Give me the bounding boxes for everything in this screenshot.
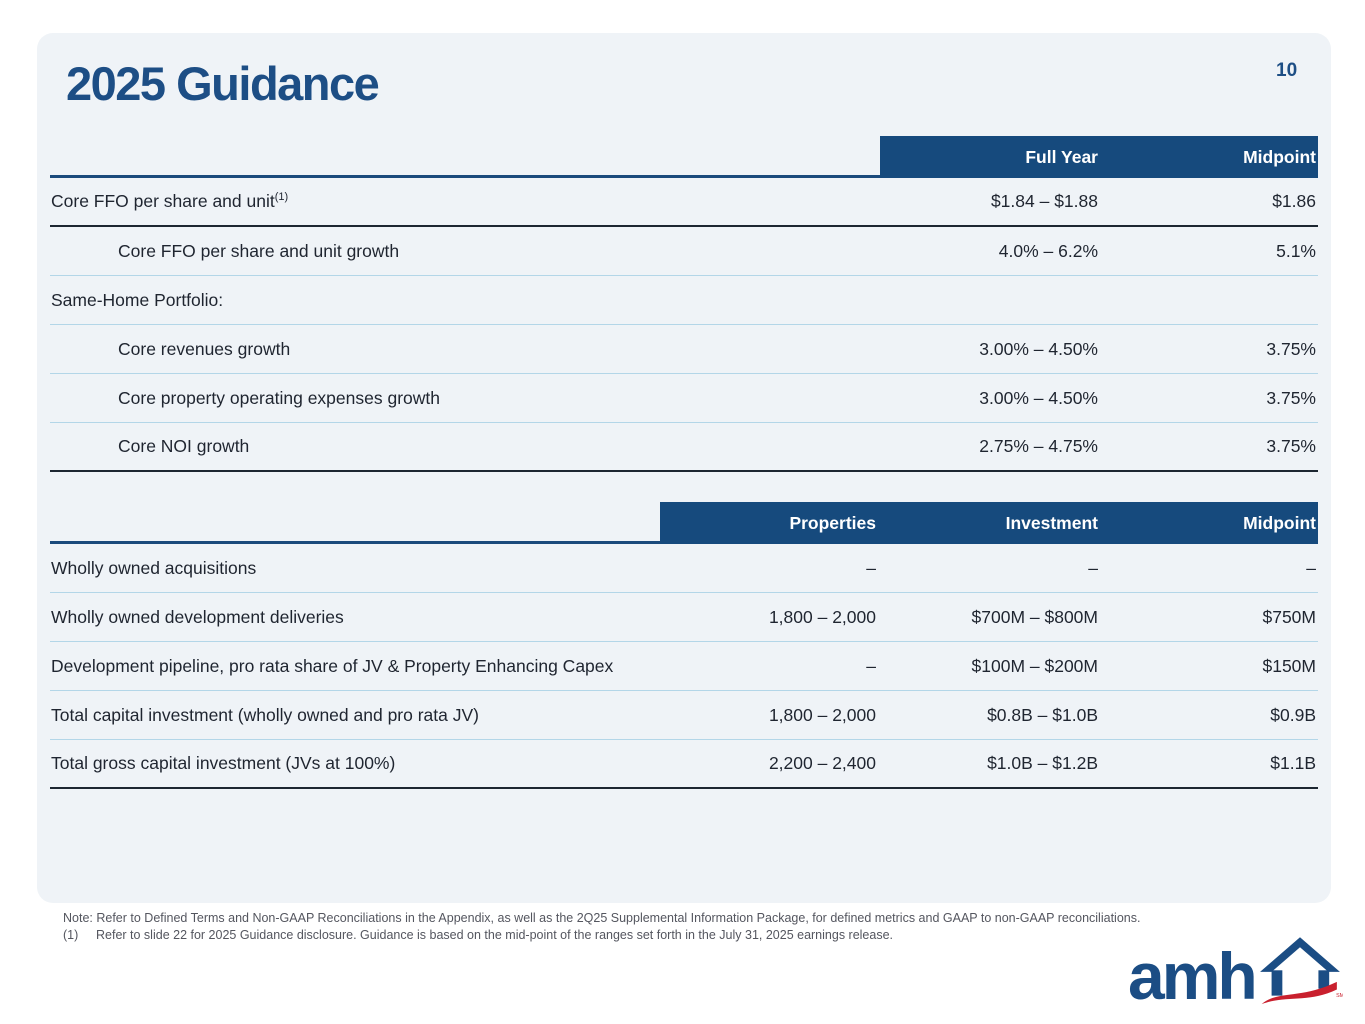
footnote-text: Refer to slide 22 for 2025 Guidance disc… — [96, 928, 894, 942]
midpoint-value: $1.1B — [1270, 753, 1316, 773]
table2-header-investment: Investment — [1005, 512, 1098, 533]
footnote-ref: (1) — [274, 191, 289, 204]
page-title: 2025 Guidance — [66, 57, 380, 110]
amh-logo: amh SM — [1128, 928, 1343, 1014]
footnotes: Note: Refer to Defined Terms and Non-GAA… — [63, 910, 1273, 944]
row-label: Wholly owned development deliveries — [51, 606, 344, 627]
row-label: Same-Home Portfolio: — [51, 289, 224, 310]
properties-value: 1,800 – 2,000 — [768, 606, 876, 627]
table1-header-spacer — [50, 136, 880, 178]
investment-value: $700M – $800M — [971, 606, 1098, 627]
table-row: Total gross capital investment (JVs at 1… — [50, 740, 1318, 789]
investment-value: $1.0B – $1.2B — [987, 753, 1098, 773]
row-label-text: Core FFO per share and unit — [51, 191, 275, 211]
table-row: Same-Home Portfolio: — [50, 276, 1318, 325]
full-year-value: 3.00% – 4.50% — [979, 387, 1098, 408]
row-label: Core property operating expenses growth — [118, 387, 440, 408]
row-label: Development pipeline, pro rata share of … — [51, 655, 614, 676]
slide-number: 10 — [1276, 60, 1298, 81]
amh-house-icon: SM — [1259, 937, 1343, 1005]
row-label: Core FFO per share and unit(1) — [50, 191, 880, 212]
amh-logo-text: amh — [1128, 939, 1258, 1014]
properties-value: – — [866, 655, 876, 676]
row-label: Total capital investment (wholly owned a… — [51, 704, 479, 725]
table-row: Wholly owned development deliveries 1,80… — [50, 593, 1318, 642]
midpoint-value: – — [1306, 557, 1316, 578]
properties-value: 1,800 – 2,000 — [768, 704, 876, 725]
table1-header-bluebox: Full Year Midpoint — [880, 136, 1318, 178]
row-label: Core revenues growth — [118, 338, 291, 359]
guidance-table-core-ffo: Full Year Midpoint Core FFO per share an… — [50, 136, 1318, 472]
investment-value: $0.8B – $1.0B — [987, 704, 1098, 725]
note-line: Note: Refer to Defined Terms and Non-GAA… — [63, 911, 1141, 925]
midpoint-value: 3.75% — [1266, 436, 1316, 456]
full-year-value: 4.0% – 6.2% — [998, 240, 1098, 261]
table2-header-spacer — [50, 502, 660, 544]
table2-header-row: Properties Investment Midpoint — [50, 502, 1318, 544]
row-label: Wholly owned acquisitions — [51, 557, 257, 578]
table-row: Core revenues growth 3.00% – 4.50% 3.75% — [50, 325, 1318, 374]
full-year-value: 2.75% – 4.75% — [979, 436, 1098, 456]
midpoint-value: 3.75% — [1266, 387, 1316, 408]
table-row: Development pipeline, pro rata share of … — [50, 642, 1318, 691]
midpoint-value: $0.9B — [1270, 704, 1316, 725]
table-row: Core property operating expenses growth … — [50, 374, 1318, 423]
table1-header-row: Full Year Midpoint — [50, 136, 1318, 178]
table1-header-midpoint: Midpoint — [1243, 146, 1316, 167]
table1-header-full-year: Full Year — [1025, 146, 1098, 167]
table2-header-properties: Properties — [789, 512, 876, 533]
table2-header-bluebox: Properties Investment Midpoint — [660, 502, 1318, 544]
midpoint-value: $150M — [1262, 655, 1316, 676]
sm-mark: SM — [1336, 993, 1343, 999]
table-row: Core FFO per share and unit(1) $1.84 – $… — [50, 178, 1318, 227]
row-label: Total gross capital investment (JVs at 1… — [51, 753, 396, 773]
investment-value: $100M – $200M — [971, 655, 1098, 676]
properties-value: – — [866, 557, 876, 578]
guidance-table-investment: Properties Investment Midpoint Wholly ow… — [50, 502, 1318, 789]
slide-content-panel — [37, 33, 1331, 903]
midpoint-value: 3.75% — [1266, 338, 1316, 359]
midpoint-value: $750M — [1262, 606, 1316, 627]
table-row: Wholly owned acquisitions – – – — [50, 544, 1318, 593]
table-row: Core FFO per share and unit growth 4.0% … — [50, 227, 1318, 276]
midpoint-value: $1.86 — [1272, 191, 1316, 211]
midpoint-value: 5.1% — [1276, 240, 1316, 261]
table-row: Core NOI growth 2.75% – 4.75% 3.75% — [50, 423, 1318, 472]
footnote-line: (1) Refer to slide 22 for 2025 Guidance … — [63, 927, 1273, 944]
investment-value: – — [1088, 557, 1098, 578]
full-year-value: 3.00% – 4.50% — [979, 338, 1098, 359]
row-label: Core NOI growth — [118, 436, 250, 456]
footnote-marker: (1) — [63, 928, 79, 942]
table-row: Total capital investment (wholly owned a… — [50, 691, 1318, 740]
table2-header-midpoint: Midpoint — [1243, 512, 1316, 533]
properties-value: 2,200 – 2,400 — [768, 753, 876, 773]
full-year-value: $1.84 – $1.88 — [990, 191, 1098, 211]
row-label: Core FFO per share and unit growth — [118, 240, 400, 261]
